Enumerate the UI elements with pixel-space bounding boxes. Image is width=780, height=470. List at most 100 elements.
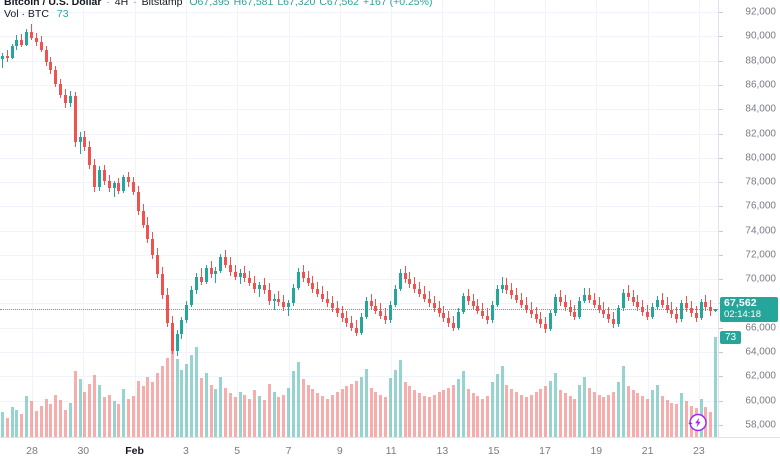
candle-body [621,292,625,309]
vertical-gridline [186,0,187,437]
candle-body [592,299,596,305]
candle-wick [501,276,503,293]
candle-body [607,314,611,320]
candle-body [486,315,490,321]
volume-bar [287,387,291,437]
volume-bar [437,391,441,437]
candle-body [151,239,155,255]
price-tick-label: 74,000 [745,225,776,237]
volume-bar [204,372,208,437]
candle-body [631,297,635,303]
candle-body [325,298,329,304]
lightning-bolt-icon[interactable] [687,412,708,437]
bar-countdown: 02:14:18 [724,308,761,320]
volume-bar [413,390,417,437]
candle-body [461,296,465,312]
volume-bar [427,397,431,437]
volume-bar [641,395,645,437]
volume-bar [675,404,679,437]
price-tick-label: 86,000 [745,79,776,91]
candle-body [379,310,383,316]
horizontal-gridline [0,303,718,304]
volume-bar [277,397,281,437]
candle-wick [79,132,81,155]
chart-plot-area[interactable] [0,0,718,437]
candle-body [63,94,67,104]
candle-body [146,224,150,240]
price-tick-label: 92,000 [745,6,776,18]
candle-body [73,95,77,143]
candle-body [243,273,247,278]
volume-bar [607,394,611,437]
volume-bar [49,404,53,437]
candle-body [175,333,179,351]
candle-body [25,31,29,45]
candle-body [233,271,237,277]
candle-body [471,301,475,306]
volume-bar [490,382,494,437]
volume-bar [384,397,388,437]
candle-body [539,319,543,325]
vertical-gridline [83,0,84,437]
volume-bar [122,389,126,437]
volume-bar [88,383,92,437]
volume-bar [355,380,359,437]
candle-body [340,313,344,319]
horizontal-gridline [0,12,718,13]
volume-bar [34,410,38,437]
volume-bar [486,395,490,437]
candle-body [655,299,659,308]
candle-body [714,308,718,311]
horizontal-gridline [0,231,718,232]
candle-body [30,31,34,38]
candle-body [520,299,524,305]
volume-bar [587,387,591,437]
volume-bar [335,391,339,437]
volume-bar [170,349,174,437]
candle-body [529,309,533,315]
candle-body [510,290,514,295]
candle-body [267,290,271,302]
candle-body [97,169,101,187]
volume-bar [500,365,504,437]
volume-bar [452,384,456,437]
candle-body [675,314,679,320]
candle-body [316,288,320,294]
price-tick-mark [719,231,723,232]
price-axis[interactable]: 92,000 90,000 88,000 86,000 84,000 82,000 80,0… [718,0,780,437]
candle-body [330,303,334,309]
candle-body [306,277,310,283]
volume-bar [520,394,524,437]
volume-bar [393,369,397,437]
price-tick-mark [719,158,723,159]
volume-bar [296,361,300,437]
price-tick-mark [719,182,723,183]
volume-bar [54,394,58,437]
candle-body [224,257,228,265]
volume-value-badge[interactable]: 73 [720,331,742,344]
candle-body [704,302,708,308]
candle-body [350,322,354,328]
candle-body [20,40,24,45]
horizontal-gridline [0,376,718,377]
price-tick-mark [719,255,723,256]
volume-bar [447,387,451,437]
candle-body [393,288,397,305]
candle-wick [288,299,290,316]
candle-body [39,42,43,50]
time-tick-label: 23 [693,445,705,457]
price-tick-mark [719,376,723,377]
horizontal-gridline [0,206,718,207]
volume-bar [529,394,533,437]
candle-body [626,292,630,298]
candle-body [258,285,262,289]
candle-body [563,302,567,308]
volume-bar [146,376,150,437]
candle-body [93,165,97,187]
time-axis[interactable]: 28 30 Feb 3 5 7 9 11 13 15 17 19 21 23 [0,437,780,470]
volume-bar [228,393,232,437]
candle-body [447,318,451,323]
last-price-badge[interactable]: 67,562 02:14:18 [720,296,778,322]
volume-bar [461,371,465,437]
price-tick-label: 84,000 [745,103,776,115]
